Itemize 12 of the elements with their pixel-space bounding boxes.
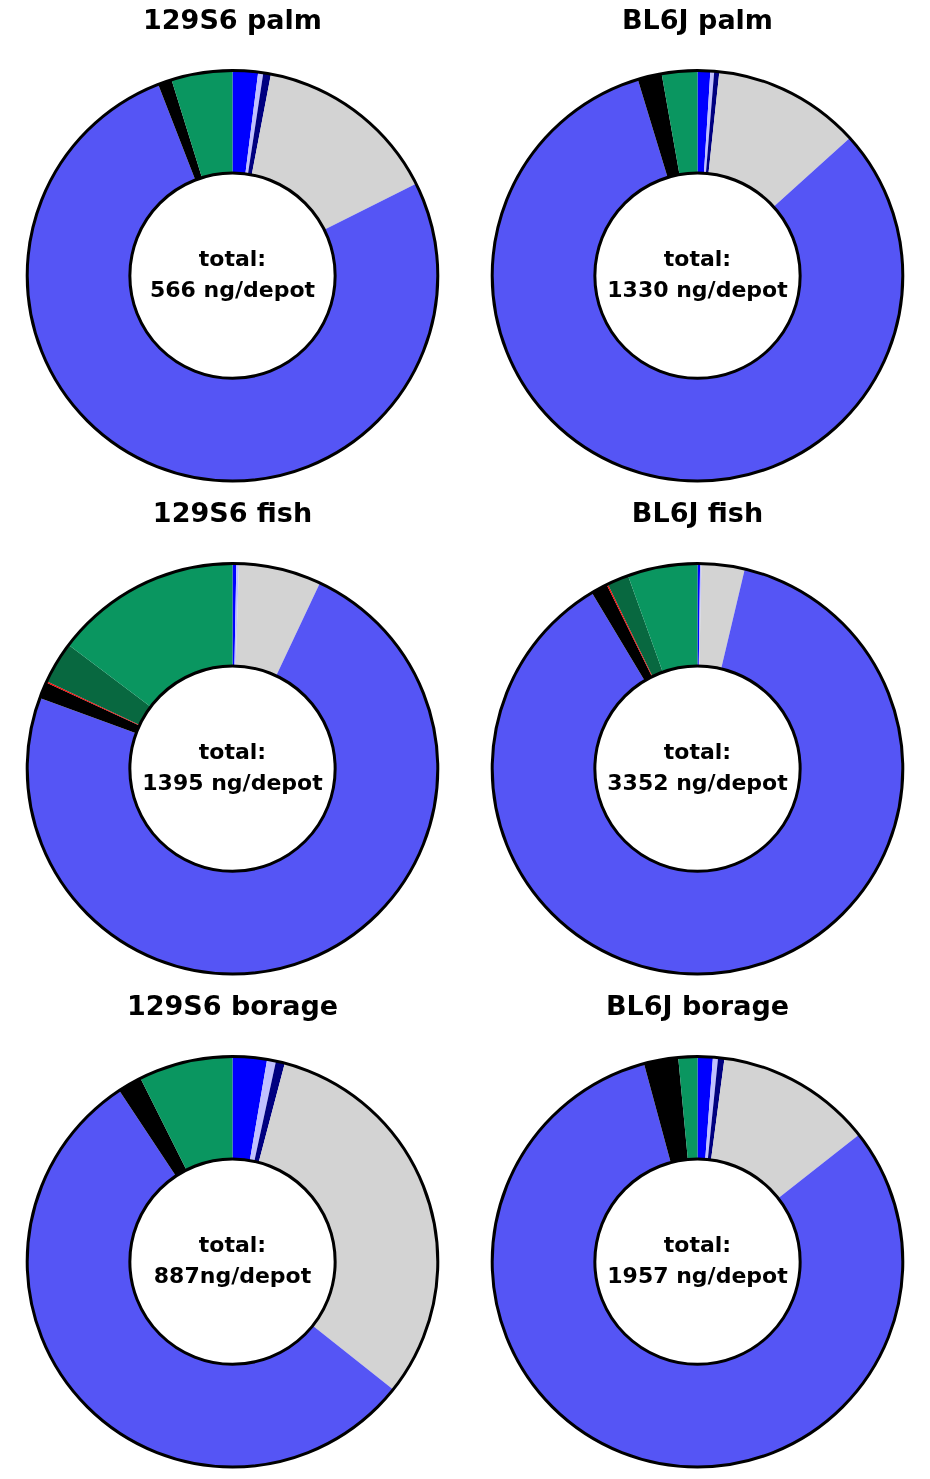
chart-title: BL6J fish <box>631 497 764 529</box>
chart-title: 129S6 borage <box>126 990 339 1022</box>
text: total: 1395 ng/depot <box>142 738 324 795</box>
chart-title: BL6J palm <box>622 4 773 36</box>
text: total: 887ng/depot <box>153 1231 312 1288</box>
text: total: 1957 ng/depot <box>607 1231 789 1288</box>
chart-title: 129S6 fish <box>152 497 313 529</box>
text: total: 566 ng/depot <box>149 245 316 302</box>
chart-title: BL6J borage <box>605 990 790 1022</box>
text: total: 1330 ng/depot <box>607 245 789 302</box>
text: total: 3352 ng/depot <box>607 738 789 795</box>
chart-title: 129S6 palm <box>143 4 322 36</box>
